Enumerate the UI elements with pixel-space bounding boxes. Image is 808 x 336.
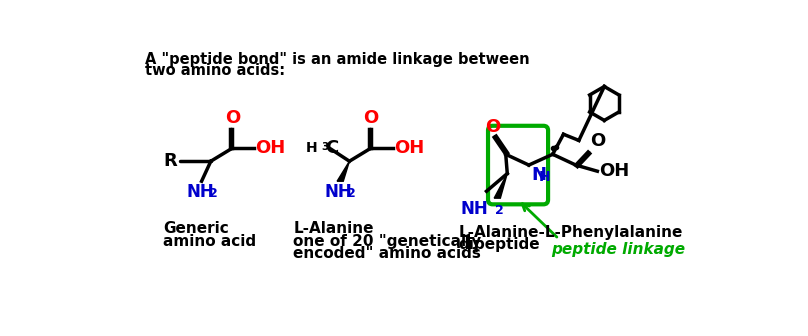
Text: 2: 2 [495, 204, 503, 217]
Text: O: O [485, 118, 500, 136]
Polygon shape [494, 173, 507, 198]
Text: L-Alanine-L-Phenylalanine: L-Alanine-L-Phenylalanine [459, 225, 683, 240]
Text: R: R [163, 152, 177, 170]
Text: N: N [531, 166, 546, 184]
Text: amino acid: amino acid [163, 234, 256, 249]
Text: one of 20 "genetically: one of 20 "genetically [293, 234, 482, 249]
Text: O: O [591, 132, 606, 151]
Text: H: H [539, 170, 550, 184]
Text: NH: NH [461, 200, 488, 218]
Text: NH: NH [325, 183, 352, 201]
Text: dipeptide: dipeptide [459, 238, 541, 252]
Text: OH: OH [599, 162, 629, 180]
Text: NH: NH [186, 183, 214, 201]
Text: two amino acids:: two amino acids: [145, 64, 285, 78]
Text: 2: 2 [208, 186, 217, 200]
Text: encoded" amino acids: encoded" amino acids [293, 246, 481, 261]
Text: 3: 3 [321, 142, 328, 152]
Polygon shape [337, 161, 349, 181]
Text: 2: 2 [347, 186, 356, 200]
Text: O: O [364, 109, 379, 127]
Text: Generic: Generic [163, 221, 229, 236]
Text: peptide linkage: peptide linkage [551, 242, 685, 257]
Text: O: O [225, 109, 240, 127]
Text: L-Alanine: L-Alanine [293, 221, 374, 236]
Text: OH: OH [255, 139, 286, 157]
Text: A "peptide bond" is an amide linkage between: A "peptide bond" is an amide linkage bet… [145, 52, 530, 67]
Text: OH: OH [394, 139, 424, 157]
Text: H: H [305, 141, 317, 155]
Text: C: C [325, 139, 338, 157]
